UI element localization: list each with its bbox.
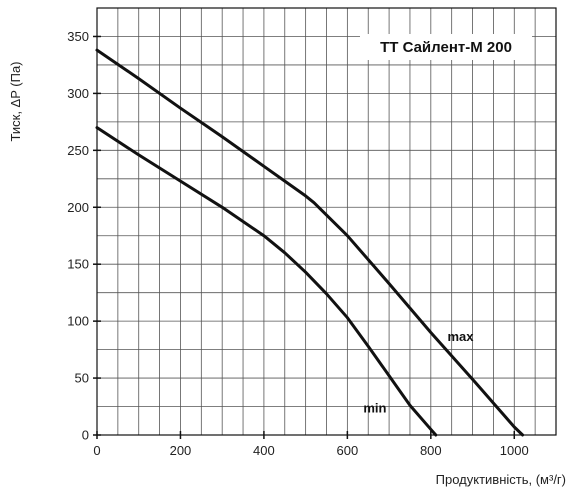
x-tick-label: 200 xyxy=(170,443,192,458)
y-tick-label: 200 xyxy=(67,200,89,215)
series-labels: max min xyxy=(363,329,474,416)
grid xyxy=(97,8,556,435)
x-tick-label: 600 xyxy=(337,443,359,458)
y-tick-labels: 0 50 100 150 200 250 300 350 xyxy=(67,29,89,443)
title-background xyxy=(360,34,532,60)
y-tick-label: 50 xyxy=(75,371,89,386)
curve-min xyxy=(95,126,438,437)
x-tick-label: 0 xyxy=(93,443,100,458)
plot-frame xyxy=(96,7,557,436)
series-label-min: min xyxy=(363,401,386,416)
x-tick-label: 400 xyxy=(253,443,275,458)
curves xyxy=(95,48,525,437)
y-tick-label: 350 xyxy=(67,29,89,44)
y-tick-label: 300 xyxy=(67,86,89,101)
chart-title: TT Сайлент-М 200 xyxy=(380,39,512,56)
y-tick-label: 100 xyxy=(67,314,89,329)
y-axis-label: Тиск, ΔP (Па) xyxy=(8,61,23,141)
axis-ticks xyxy=(93,35,516,439)
x-tick-label: 1000 xyxy=(500,443,529,458)
x-tick-label: 800 xyxy=(420,443,442,458)
y-tick-label: 0 xyxy=(82,428,89,443)
x-tick-labels: 0 200 400 600 800 1000 xyxy=(93,443,528,458)
x-axis-label: Продуктивність, (м³/г) xyxy=(436,472,566,487)
y-tick-label: 250 xyxy=(67,143,89,158)
y-tick-label: 150 xyxy=(67,257,89,272)
series-label-max: max xyxy=(447,329,474,344)
curve-max xyxy=(95,48,525,437)
